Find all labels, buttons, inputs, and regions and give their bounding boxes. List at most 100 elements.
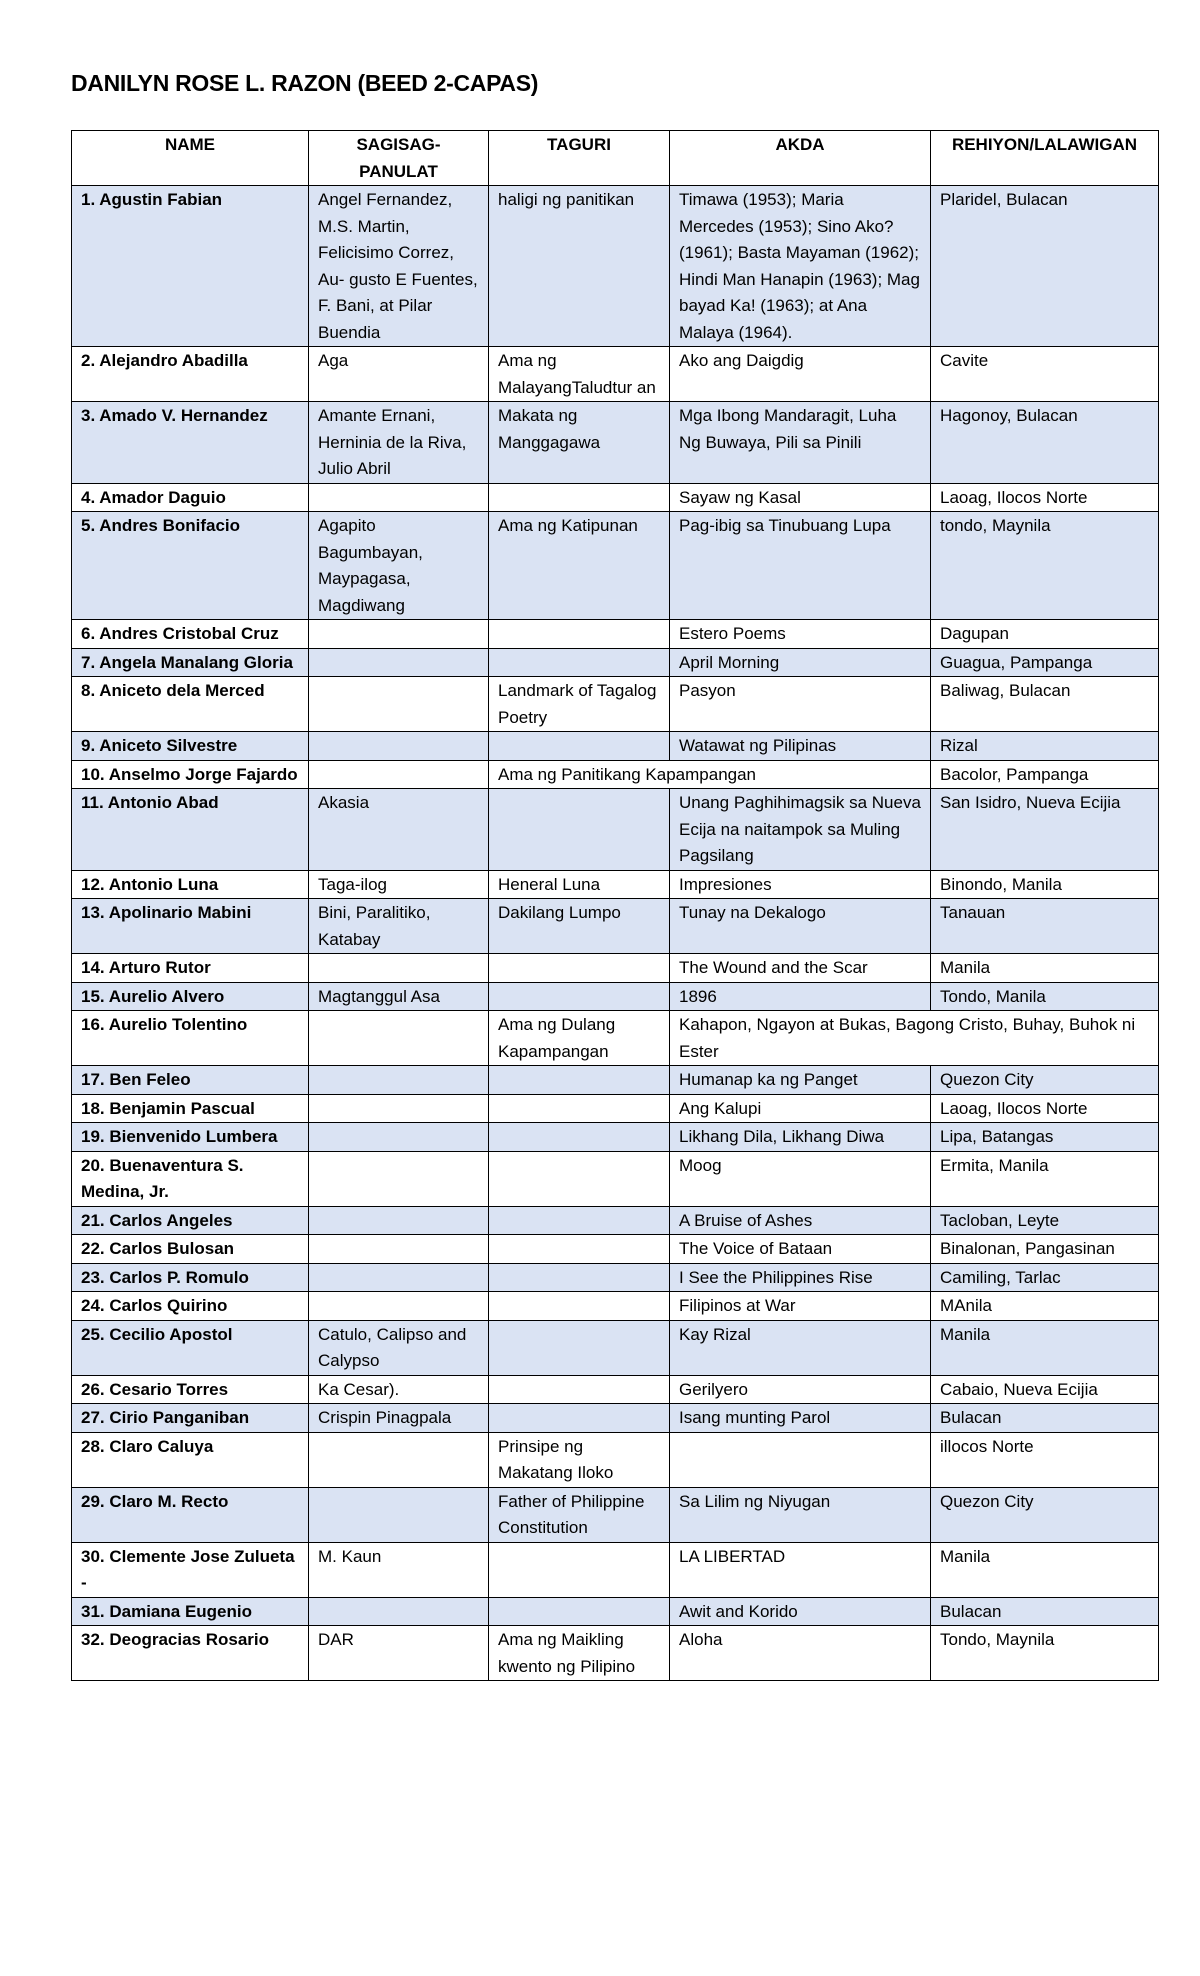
cell-sagisag-panulat: Bini, Paralitiko, Katabay	[308, 898, 489, 954]
cell-taguri	[488, 1065, 670, 1095]
cell-sagisag-panulat	[308, 1150, 489, 1207]
cell-taguri: Ama ng Katipunan	[488, 511, 670, 620]
cell-rehiyon: Rizal	[930, 731, 1159, 761]
cell-akda: Moog	[669, 1150, 931, 1207]
cell-sagisag-panulat	[308, 759, 489, 789]
table-row: 30. Clemente Jose Zulueta - M. Kaun LA LIB…	[71, 1541, 1159, 1598]
cell-rehiyon: Guagua, Pampanga	[930, 647, 1159, 677]
cell-rehiyon: Hagonoy, Bulacan	[930, 401, 1159, 484]
cell-rehiyon: Dagupan	[930, 619, 1159, 649]
cell-rehiyon: Tacloban, Leyte	[930, 1205, 1159, 1235]
cell-sagisag-panulat	[308, 482, 489, 512]
cell-sagisag-panulat	[308, 1234, 489, 1264]
cell-sagisag-panulat	[308, 1262, 489, 1292]
cell-rehiyon: Manila	[930, 1319, 1159, 1376]
cell-taguri: Ama ng Maikling kwento ng Pilipino	[488, 1625, 670, 1681]
cell-akda: I See the Philippines Rise	[669, 1262, 931, 1292]
header-akda: AKDA	[669, 130, 931, 186]
table-row: 10. Anselmo Jorge Fajardo Ama ng Panitika…	[71, 759, 1159, 789]
cell-rehiyon: Cavite	[930, 346, 1159, 402]
page-title: DANILYN ROSE L. RAZON (BEED 2-CAPAS)	[71, 70, 539, 96]
cell-taguri: Makata ng Manggagawa	[488, 401, 670, 484]
cell-akda: Pag-ibig sa Tinubuang Lupa	[669, 511, 931, 620]
cell-akda: Ako ang Daigdig	[669, 346, 931, 402]
cell-sagisag-panulat: Catulo, Calipso and Calypso	[308, 1319, 489, 1376]
cell-taguri: Father of Philippine Constitution	[488, 1486, 670, 1543]
cell-name: 21. Carlos Angeles	[71, 1205, 309, 1235]
cell-rehiyon: Quezon City	[930, 1065, 1159, 1095]
cell-rehiyon: MAnila	[930, 1291, 1159, 1321]
cell-name: 7. Angela Manalang Gloria	[71, 647, 309, 677]
cell-sagisag-panulat	[308, 1010, 489, 1066]
cell-akda: Tunay na Dekalogo	[669, 898, 931, 954]
cell-sagisag-panulat: Magtanggul Asa	[308, 981, 489, 1011]
cell-taguri	[488, 482, 670, 512]
table-row: 17. Ben Feleo Humanap ka ng Panget Quezon …	[71, 1065, 1159, 1095]
cell-akda: Aloha	[669, 1625, 931, 1681]
cell-name: 13. Apolinario Mabini	[71, 898, 309, 954]
cell-rehiyon: Laoag, Ilocos Norte	[930, 482, 1159, 512]
cell-rehiyon: Camiling, Tarlac	[930, 1262, 1159, 1292]
cell-sagisag-panulat	[308, 731, 489, 761]
cell-sagisag-panulat: Amante Ernani, Herninia de la Riva, Juli…	[308, 401, 489, 484]
cell-name: 23. Carlos P. Romulo	[71, 1262, 309, 1292]
cell-akda: Ang Kalupi	[669, 1093, 931, 1123]
cell-taguri	[488, 953, 670, 983]
table-row: 18. Benjamin Pascual Ang Kalupi Laoag, Ilo…	[71, 1093, 1159, 1123]
cell-akda: LA LIBERTAD	[669, 1541, 931, 1598]
cell-taguri	[488, 1541, 670, 1598]
cell-sagisag-panulat	[308, 1122, 489, 1152]
cell-sagisag-panulat: Akasia	[308, 788, 489, 871]
cell-akda: The Wound and the Scar	[669, 953, 931, 983]
header-sagisag-panulat: SAGISAG-PANULAT	[308, 130, 489, 186]
cell-taguri-akda: Ama ng Panitikang Kapampangan	[488, 759, 931, 789]
cell-rehiyon: Bulacan	[930, 1403, 1159, 1433]
table-row: 31. Damiana Eugenio Awit and Korido Bulaca…	[71, 1596, 1159, 1626]
table-row: 13. Apolinario Mabini Bini, Paralitiko, K…	[71, 898, 1159, 954]
cell-taguri: haligi ng panitikan	[488, 185, 670, 347]
cell-rehiyon: Manila	[930, 953, 1159, 983]
cell-akda: A Bruise of Ashes	[669, 1205, 931, 1235]
cell-sagisag-panulat	[308, 619, 489, 649]
cell-akda: Unang Paghihimagsik sa Nueva Ecija na na…	[669, 788, 931, 871]
cell-taguri: Ama ng MalayangTaludtur an	[488, 346, 670, 402]
cell-akda: Watawat ng Pilipinas	[669, 731, 931, 761]
table-row: 19. Bienvenido Lumbera Likhang Dila, Likh…	[71, 1122, 1159, 1152]
cell-sagisag-panulat	[308, 647, 489, 677]
cell-name: 9. Aniceto Silvestre	[71, 731, 309, 761]
cell-sagisag-panulat: DAR	[308, 1625, 489, 1681]
cell-name: 6. Andres Cristobal Cruz	[71, 619, 309, 649]
table-row: 20. Buenaventura S. Medina, Jr. Moog Ermit…	[71, 1150, 1159, 1207]
table-row: 32. Deogracias Rosario DAR Ama ng Maikling…	[71, 1625, 1159, 1681]
cell-name: 26. Cesario Torres	[71, 1374, 309, 1404]
table-row: 5. Andres Bonifacio Agapito Bagumbayan, M…	[71, 511, 1159, 620]
cell-sagisag-panulat: Taga-ilog	[308, 869, 489, 899]
cell-name: 32. Deogracias Rosario	[71, 1625, 309, 1681]
cell-sagisag-panulat: M. Kaun	[308, 1541, 489, 1598]
cell-name: 20. Buenaventura S. Medina, Jr.	[71, 1150, 309, 1207]
cell-name: 11. Antonio Abad	[71, 788, 309, 871]
cell-sagisag-panulat: Ka Cesar).	[308, 1374, 489, 1404]
table-row: 21. Carlos Angeles A Bruise of Ashes Taclo…	[71, 1205, 1159, 1235]
cell-akda: Humanap ka ng Panget	[669, 1065, 931, 1095]
cell-taguri	[488, 647, 670, 677]
cell-name: 29. Claro M. Recto	[71, 1486, 309, 1543]
cell-taguri	[488, 1374, 670, 1404]
table-row: 1. Agustin Fabian Angel Fernandez, M.S. M…	[71, 185, 1159, 347]
cell-sagisag-panulat	[308, 676, 489, 732]
cell-akda: Timawa (1953); Maria Mercedes (1953); Si…	[669, 185, 931, 347]
table-row: 22. Carlos Bulosan The Voice of Bataan Bin…	[71, 1234, 1159, 1264]
cell-rehiyon: San Isidro, Nueva Ecijia	[930, 788, 1159, 871]
table-row: 25. Cecilio Apostol Catulo, Calipso and C…	[71, 1319, 1159, 1376]
cell-taguri: Prinsipe ng Makatang Iloko	[488, 1431, 670, 1488]
cell-name: 30. Clemente Jose Zulueta -	[71, 1541, 309, 1598]
cell-rehiyon: Tanauan	[930, 898, 1159, 954]
cell-taguri	[488, 1150, 670, 1207]
table-row: 29. Claro M. Recto Father of Philippine C…	[71, 1486, 1159, 1543]
cell-akda: Likhang Dila, Likhang Diwa	[669, 1122, 931, 1152]
cell-taguri	[488, 731, 670, 761]
cell-rehiyon: Manila	[930, 1541, 1159, 1598]
cell-rehiyon: Tondo, Maynila	[930, 1625, 1159, 1681]
table-row: 12. Antonio Luna Taga-ilog Heneral Luna Imp…	[71, 869, 1159, 899]
cell-name: 18. Benjamin Pascual	[71, 1093, 309, 1123]
